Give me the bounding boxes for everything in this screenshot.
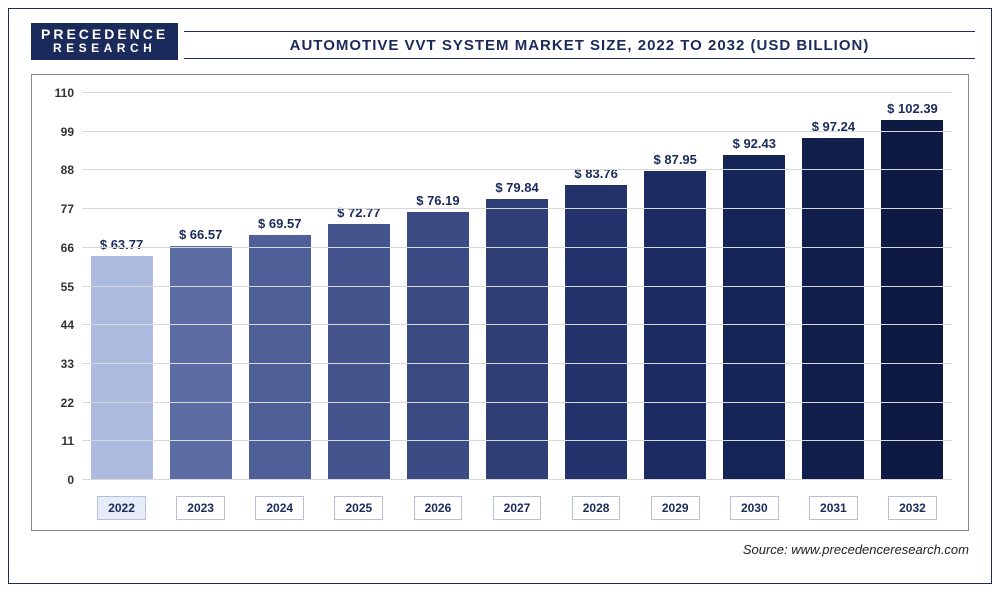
bar-slot: $ 102.39 bbox=[873, 93, 952, 480]
x-axis-labels: 2022 2023 2024 2025 2026 2027 2028 2029 2030 2031… bbox=[82, 496, 952, 520]
grid-line bbox=[82, 363, 952, 364]
bar-slot: $ 66.57 bbox=[161, 93, 240, 480]
bar-rect bbox=[328, 224, 390, 480]
y-tick-label: 22 bbox=[61, 396, 74, 410]
x-label-wrap: 2023 bbox=[161, 496, 240, 520]
bar-value-label: $ 63.77 bbox=[100, 237, 143, 252]
x-category-label: 2024 bbox=[255, 496, 304, 520]
bar-slot: $ 63.77 bbox=[82, 93, 161, 480]
grid-line bbox=[82, 324, 952, 325]
bar-rect bbox=[486, 199, 548, 480]
grid-line bbox=[82, 247, 952, 248]
x-label-wrap: 2028 bbox=[557, 496, 636, 520]
bar-slot: $ 92.43 bbox=[715, 93, 794, 480]
x-label-wrap: 2027 bbox=[477, 496, 556, 520]
x-label-wrap: 2025 bbox=[319, 496, 398, 520]
y-tick-label: 44 bbox=[61, 318, 74, 332]
logo-line-1: PRECEDENCE bbox=[41, 27, 168, 42]
bar-value-label: $ 76.19 bbox=[416, 193, 459, 208]
x-label-wrap: 2024 bbox=[240, 496, 319, 520]
grid-line bbox=[82, 208, 952, 209]
bar-slot: $ 76.19 bbox=[398, 93, 477, 480]
bar-rect bbox=[565, 185, 627, 480]
x-label-wrap: 2031 bbox=[794, 496, 873, 520]
grid-line bbox=[82, 92, 952, 93]
brand-logo: PRECEDENCE RESEARCH bbox=[31, 23, 178, 60]
grid-line bbox=[82, 169, 952, 170]
bar-rect bbox=[802, 138, 864, 480]
grid-line bbox=[82, 131, 952, 132]
y-tick-label: 55 bbox=[61, 280, 74, 294]
bar-slot: $ 97.24 bbox=[794, 93, 873, 480]
bar-value-label: $ 87.95 bbox=[654, 152, 697, 167]
bar-value-label: $ 92.43 bbox=[733, 136, 776, 151]
bar-slot: $ 79.84 bbox=[477, 93, 556, 480]
bar-rect bbox=[644, 171, 706, 480]
x-category-label: 2030 bbox=[730, 496, 779, 520]
y-tick-label: 88 bbox=[61, 163, 74, 177]
bar-value-label: $ 79.84 bbox=[495, 180, 538, 195]
logo-line-2: RESEARCH bbox=[41, 42, 168, 55]
plot-area: $ 63.77 $ 66.57 $ 69.57 $ 72.77 $ 76.19 $ 79.… bbox=[82, 93, 952, 480]
x-category-label: 2032 bbox=[888, 496, 937, 520]
grid-line bbox=[82, 402, 952, 403]
bar-value-label: $ 66.57 bbox=[179, 227, 222, 242]
x-label-wrap: 2022 bbox=[82, 496, 161, 520]
x-label-wrap: 2032 bbox=[873, 496, 952, 520]
x-label-wrap: 2029 bbox=[636, 496, 715, 520]
x-label-wrap: 2026 bbox=[398, 496, 477, 520]
bar-rect bbox=[249, 235, 311, 480]
x-category-label: 2023 bbox=[176, 496, 225, 520]
x-category-label: 2026 bbox=[414, 496, 463, 520]
bar-slot: $ 87.95 bbox=[636, 93, 715, 480]
grid-line bbox=[82, 479, 952, 480]
bar-rect bbox=[723, 155, 785, 480]
bar-rect bbox=[91, 256, 153, 480]
x-category-label: 2022 bbox=[97, 496, 146, 520]
bar-rect bbox=[881, 120, 943, 480]
grid-line bbox=[82, 286, 952, 287]
chart-title: AUTOMOTIVE VVT SYSTEM MARKET SIZE, 2022 … bbox=[290, 37, 870, 54]
y-tick-label: 110 bbox=[55, 86, 74, 100]
y-tick-label: 99 bbox=[61, 125, 74, 139]
chart-title-bar: AUTOMOTIVE VVT SYSTEM MARKET SIZE, 2022 … bbox=[184, 31, 975, 59]
bar-value-label: $ 69.57 bbox=[258, 216, 301, 231]
bar-slot: $ 83.76 bbox=[557, 93, 636, 480]
plot-frame: $ 63.77 $ 66.57 $ 69.57 $ 72.77 $ 76.19 $ 79.… bbox=[31, 74, 969, 531]
x-category-label: 2025 bbox=[334, 496, 383, 520]
y-tick-label: 33 bbox=[61, 357, 74, 371]
bars-row: $ 63.77 $ 66.57 $ 69.57 $ 72.77 $ 76.19 $ 79.… bbox=[82, 93, 952, 480]
y-tick-label: 66 bbox=[61, 241, 74, 255]
source-attribution: Source: www.precedenceresearch.com bbox=[743, 542, 969, 557]
x-category-label: 2028 bbox=[572, 496, 621, 520]
chart-outer-frame: PRECEDENCE RESEARCH AUTOMOTIVE VVT SYSTE… bbox=[8, 8, 992, 584]
grid-line bbox=[82, 440, 952, 441]
bar-value-label: $ 102.39 bbox=[887, 101, 938, 116]
y-tick-label: 0 bbox=[67, 473, 74, 487]
x-category-label: 2029 bbox=[651, 496, 700, 520]
x-category-label: 2031 bbox=[809, 496, 858, 520]
bar-slot: $ 69.57 bbox=[240, 93, 319, 480]
x-label-wrap: 2030 bbox=[715, 496, 794, 520]
y-tick-label: 11 bbox=[61, 434, 74, 448]
x-category-label: 2027 bbox=[493, 496, 542, 520]
y-tick-label: 77 bbox=[61, 202, 74, 216]
bar-slot: $ 72.77 bbox=[319, 93, 398, 480]
